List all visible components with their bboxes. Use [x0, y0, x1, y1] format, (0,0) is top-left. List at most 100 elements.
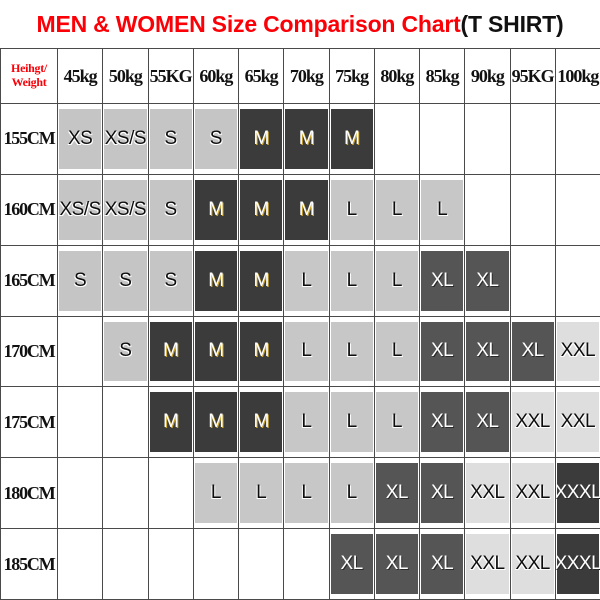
size-label: S [149, 109, 192, 169]
size-label [512, 109, 554, 169]
size-label: M [240, 250, 283, 311]
size-label [150, 534, 192, 594]
size-label: XL [375, 463, 418, 524]
size-label: XXL [511, 463, 554, 524]
table-row: 180CM L L L L XL XL XXL XXL XXXL [0, 457, 600, 530]
size-cell-175CM-80kg: L [373, 386, 421, 459]
size-cell-170CM-55KG: M [147, 315, 194, 388]
size-cell-185CM-100kg: XXXL [554, 528, 600, 600]
size-cell-empty [237, 528, 285, 600]
size-cell-155CM-50kg: XS/S [102, 103, 149, 175]
size-cell-165CM-60kg: M [192, 244, 240, 317]
size-cell-175CM-75kg: L [328, 386, 375, 459]
size-label: S [104, 321, 147, 382]
size-label: L [285, 392, 328, 453]
size-table: Heihgt/ Weight 45kg 50kg 55KG 60kg 65kg … [0, 48, 600, 600]
column-header-weight-1: 50kg [102, 48, 149, 104]
table-body: 155CM XS XS/S S S M M M 160CM XS/S XS/S S M M M L L L 165C… [0, 103, 600, 600]
size-label: M [240, 179, 283, 240]
column-header-weight-7: 80kg [373, 48, 421, 104]
size-label: L [375, 250, 418, 311]
size-label: L [240, 463, 283, 524]
size-cell-165CM-90kg: XL [464, 244, 511, 317]
size-cell-165CM-70kg: L [283, 244, 330, 317]
size-label: XXL [466, 463, 509, 524]
size-cell-empty [56, 315, 104, 388]
size-cell-170CM-70kg: L [283, 315, 330, 388]
size-cell-empty [102, 528, 149, 600]
size-label: L [330, 463, 373, 524]
chart-title: MEN & WOMEN Size Comparison Chart (T SHIR… [0, 0, 600, 48]
size-label: M [240, 109, 283, 169]
column-header-weight-4: 65kg [237, 48, 285, 104]
column-header-weight-5: 70kg [283, 48, 330, 104]
size-label: XXL [556, 321, 599, 382]
size-cell-160CM-75kg: L [328, 173, 375, 246]
size-cell-170CM-95KG: XL [509, 315, 556, 388]
size-label [104, 392, 146, 452]
size-label: XXXL [556, 463, 599, 524]
size-cell-180CM-85kg: XL [418, 457, 466, 530]
row-header-height-6: 185CM [0, 528, 58, 600]
size-label: XXL [556, 392, 599, 453]
size-label: S [104, 250, 147, 311]
size-cell-165CM-75kg: L [328, 244, 375, 317]
size-cell-175CM-85kg: XL [418, 386, 466, 459]
size-cell-empty [102, 386, 149, 459]
size-cell-160CM-45kg: XS/S [56, 173, 104, 246]
table-row: 185CM XL XL XL XXL XXL XXXL [0, 528, 600, 600]
size-cell-185CM-95KG: XXL [509, 528, 556, 600]
row-header-height-3: 170CM [0, 315, 58, 388]
size-label: XL [421, 463, 464, 524]
size-label: M [285, 109, 328, 169]
size-cell-155CM-70kg: M [283, 103, 330, 175]
size-label [557, 251, 599, 311]
size-cell-empty [373, 103, 421, 175]
size-cell-175CM-90kg: XL [464, 386, 511, 459]
row-header-height-2: 165CM [0, 244, 58, 317]
chart-title-sub: (T SHIRT) [460, 10, 564, 37]
size-cell-170CM-90kg: XL [464, 315, 511, 388]
size-cell-160CM-60kg: M [192, 173, 240, 246]
size-label: XL [466, 321, 509, 382]
size-cell-170CM-50kg: S [102, 315, 149, 388]
size-label [240, 534, 282, 594]
size-label: M [194, 321, 237, 382]
size-label: L [194, 463, 237, 524]
size-label: S [194, 109, 237, 169]
size-label: L [330, 321, 373, 382]
row-header-height-0: 155CM [0, 103, 58, 175]
size-label: XL [421, 534, 464, 594]
size-label: XL [511, 321, 554, 382]
size-cell-empty [56, 457, 104, 530]
size-label: XL [421, 392, 464, 453]
size-cell-160CM-70kg: M [283, 173, 330, 246]
size-label: XL [466, 392, 509, 453]
size-cell-185CM-75kg: XL [328, 528, 375, 600]
size-label: XL [466, 250, 509, 311]
column-header-weight-8: 85kg [418, 48, 466, 104]
size-cell-empty [509, 244, 556, 317]
size-label: L [285, 463, 328, 524]
size-cell-180CM-90kg: XXL [464, 457, 511, 530]
size-cell-165CM-45kg: S [56, 244, 104, 317]
size-label: L [330, 392, 373, 453]
corner-header-line2: Weight [11, 75, 47, 89]
size-cell-155CM-55KG: S [147, 103, 194, 175]
size-label: XXXL [556, 534, 599, 594]
size-cell-empty [147, 457, 194, 530]
size-label [104, 534, 146, 594]
size-label [376, 109, 418, 169]
size-cell-170CM-65kg: M [237, 315, 285, 388]
size-label: XXL [466, 534, 509, 594]
column-header-weight-9: 90kg [464, 48, 511, 104]
size-label: M [330, 109, 373, 169]
size-label [421, 109, 463, 169]
table-row: 155CM XS XS/S S S M M M [0, 103, 600, 175]
size-cell-170CM-100kg: XXL [554, 315, 600, 388]
size-cell-185CM-80kg: XL [373, 528, 421, 600]
size-cell-empty [192, 528, 240, 600]
size-label: L [285, 250, 328, 311]
size-label: M [240, 321, 283, 382]
size-cell-170CM-75kg: L [328, 315, 375, 388]
